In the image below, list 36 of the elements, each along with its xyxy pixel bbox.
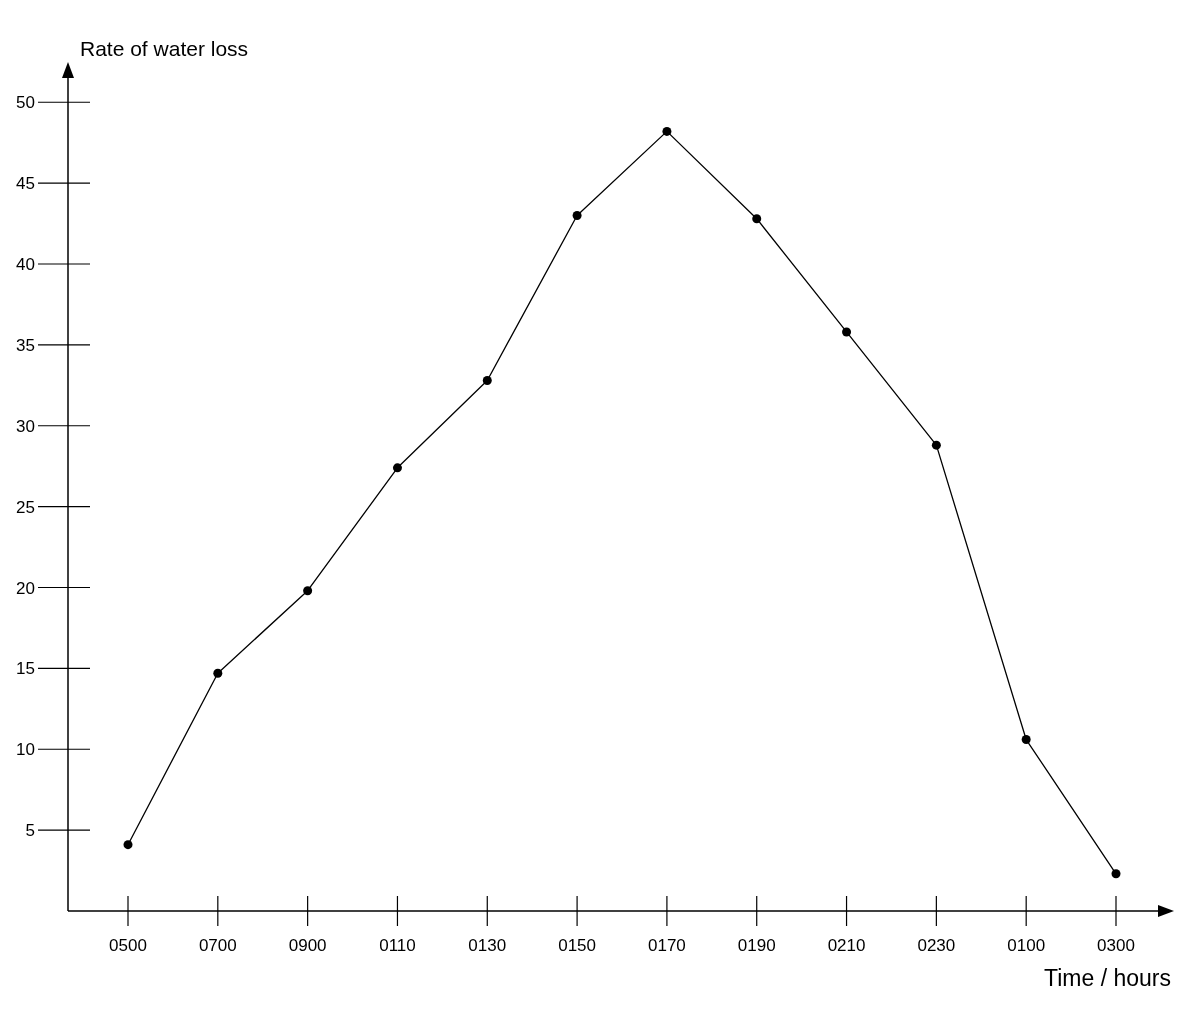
point <box>213 668 223 678</box>
y-tick-label: 50 <box>16 93 35 113</box>
x-axis-title: Time / hours <box>1044 965 1171 991</box>
x-tick-label: 0190 <box>737 936 776 955</box>
y-tick-label: 15 <box>16 659 35 679</box>
y-tick-label: 20 <box>16 578 35 598</box>
x-tick-label: 0700 <box>198 936 237 955</box>
point <box>1021 735 1031 745</box>
y-tick-label: 25 <box>16 497 35 517</box>
x-tick-label: 0500 <box>109 936 147 955</box>
x-tick-label: 0900 <box>288 936 327 955</box>
x-tick-label: 0110 <box>379 936 416 955</box>
y-tick-label: 40 <box>16 255 35 275</box>
x-tick-label: 0170 <box>648 936 686 955</box>
point <box>392 463 402 473</box>
x-tick-label: 0210 <box>827 936 866 955</box>
x-tick-label: 0100 <box>1007 936 1046 955</box>
x-tick-label: 0130 <box>468 936 507 955</box>
y-axis-title: Rate of water loss <box>80 37 249 60</box>
point <box>1111 869 1121 879</box>
y-tick-label: 5 <box>25 821 35 841</box>
x-tick-label: 0300 <box>1097 936 1135 955</box>
x-tick-label: 0150 <box>558 936 596 955</box>
point <box>572 210 582 220</box>
y-tick-label: 45 <box>16 174 35 194</box>
point <box>123 840 133 850</box>
y-tick-label: 10 <box>16 740 35 760</box>
point <box>931 440 941 450</box>
point <box>662 126 672 136</box>
point <box>842 327 852 337</box>
y-tick-label: 30 <box>16 416 35 436</box>
point <box>752 214 762 224</box>
point <box>482 375 492 385</box>
x-tick-label: 0230 <box>917 936 956 955</box>
y-tick-label: 35 <box>16 335 35 355</box>
point <box>303 586 313 596</box>
